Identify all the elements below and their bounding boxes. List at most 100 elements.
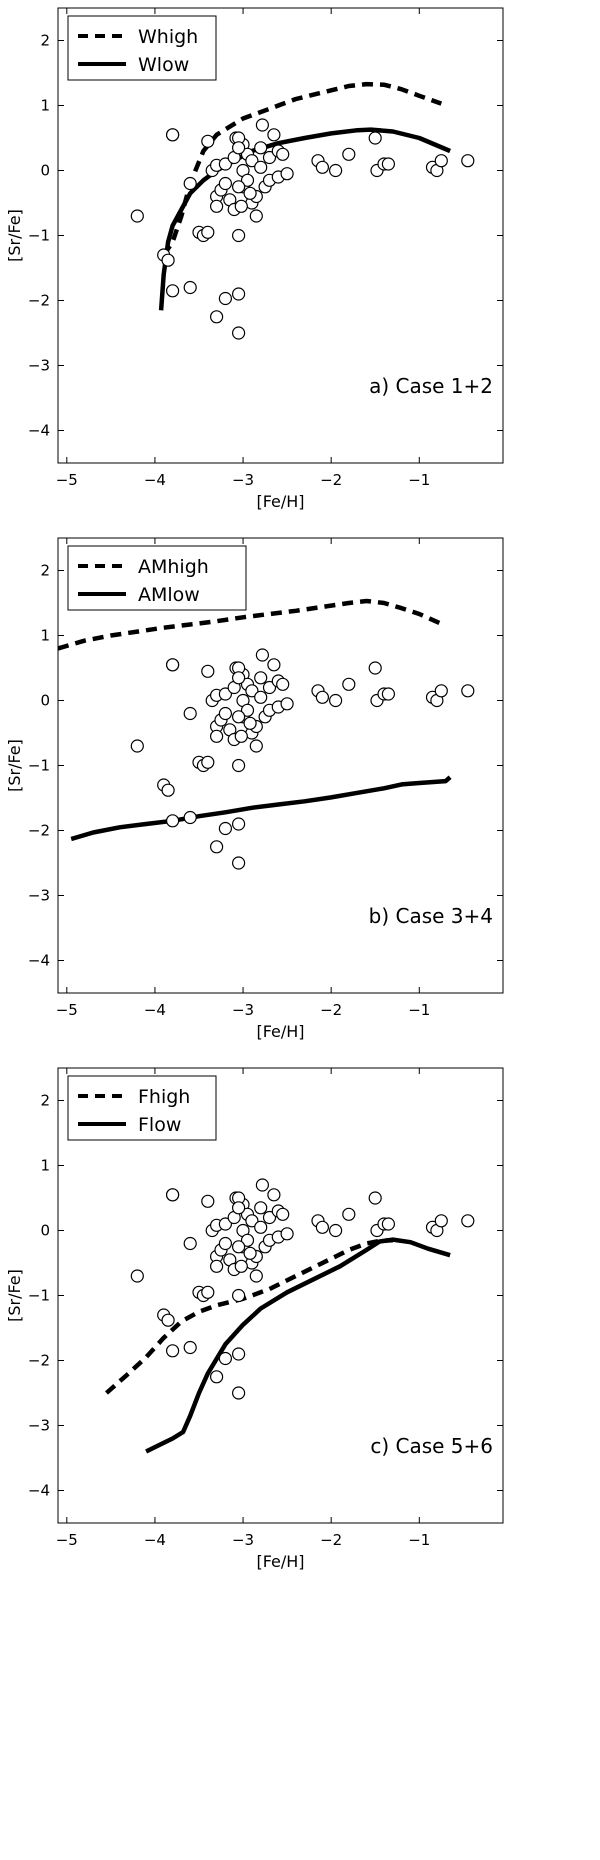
y-tick-label: 1	[40, 1157, 50, 1175]
data-point	[368, 131, 382, 145]
data-point	[240, 173, 255, 187]
data-point	[210, 729, 224, 743]
data-point	[183, 176, 197, 191]
data-point	[254, 1220, 268, 1234]
data-point	[201, 134, 215, 148]
series-line-AMlow	[70, 775, 452, 842]
data-point	[183, 810, 197, 825]
x-tick-label: −4	[144, 1531, 166, 1549]
data-point	[232, 1240, 246, 1254]
series-layer	[58, 598, 452, 842]
data-point	[262, 150, 277, 165]
data-point	[434, 154, 448, 168]
data-point	[232, 856, 246, 870]
data-point	[183, 1236, 197, 1251]
data-point	[161, 1313, 175, 1327]
y-tick-label: 2	[40, 562, 50, 580]
axis-ticks: −5 −4 −3 −2 −1 2 1 0 −1 −2 −3 −4	[28, 1068, 503, 1549]
data-point	[183, 280, 197, 295]
data-point	[267, 1188, 281, 1202]
data-point	[243, 1246, 257, 1260]
data-point	[218, 1236, 232, 1251]
data-point	[381, 687, 395, 701]
data-point	[232, 1386, 246, 1400]
series-line-Flow	[145, 1237, 451, 1454]
data-point	[234, 199, 248, 213]
data-point	[240, 1233, 255, 1247]
data-point	[232, 326, 246, 340]
y-tick-label: −3	[28, 1417, 50, 1435]
data-point	[218, 157, 232, 171]
data-point	[255, 1178, 269, 1192]
data-point	[329, 163, 343, 178]
data-point	[342, 677, 356, 691]
y-tick-label: −2	[28, 822, 50, 840]
legend-box	[67, 1075, 217, 1141]
y-tick-label: −1	[28, 1287, 50, 1305]
x-tick-label: −5	[56, 1531, 78, 1549]
x-tick-label: −2	[320, 471, 342, 489]
y-tick-label: −3	[28, 357, 50, 375]
y-tick-label: 2	[40, 32, 50, 50]
y-tick-label: −4	[28, 1482, 50, 1500]
data-point	[315, 690, 329, 704]
data-point	[254, 160, 268, 174]
data-point	[315, 160, 329, 174]
legend: AMhigh AMlow	[67, 545, 247, 611]
scatter-points	[130, 118, 475, 340]
data-point	[280, 1227, 294, 1241]
series-line-Wlow	[158, 127, 451, 311]
data-point	[130, 739, 144, 753]
data-point	[249, 1269, 263, 1283]
x-tick-label: −1	[408, 1531, 430, 1549]
data-point	[166, 284, 180, 298]
axis-ticks: −5 −4 −3 −2 −1 2 1 0 −1 −2 −3 −4	[28, 538, 503, 1019]
legend-box	[67, 545, 247, 611]
x-axis-label: [Fe/H]	[256, 492, 304, 511]
data-point	[232, 817, 246, 831]
legend-label-low: Wlow	[138, 54, 189, 76]
data-point	[232, 1288, 246, 1303]
data-point	[201, 225, 215, 239]
data-point	[166, 1344, 180, 1358]
data-point	[280, 697, 294, 711]
x-tick-label: −1	[408, 1001, 430, 1019]
data-point	[232, 671, 246, 685]
x-axis-label: [Fe/H]	[256, 1022, 304, 1041]
data-point	[240, 703, 255, 717]
data-point	[262, 680, 277, 695]
data-point	[166, 814, 180, 828]
data-point	[381, 1217, 395, 1231]
x-tick-label: −4	[144, 1001, 166, 1019]
data-point	[249, 739, 263, 753]
data-point	[218, 706, 232, 721]
data-point	[254, 690, 268, 704]
y-tick-label: 0	[40, 1222, 50, 1240]
y-axis-label: [Sr/Fe]	[5, 1269, 24, 1322]
series-layer	[158, 81, 451, 311]
x-tick-label: −2	[320, 1531, 342, 1549]
data-point	[254, 1201, 268, 1215]
data-point	[166, 658, 180, 672]
scatter-points	[130, 1178, 475, 1400]
series-line-AMhigh	[58, 598, 443, 651]
data-point	[262, 1210, 277, 1225]
data-point	[276, 1207, 290, 1221]
data-point	[267, 658, 281, 672]
data-point	[243, 716, 257, 730]
x-tick-label: −1	[408, 471, 430, 489]
data-point	[254, 141, 268, 155]
data-point	[210, 1259, 224, 1273]
data-point	[166, 128, 180, 142]
data-point	[342, 147, 356, 161]
y-tick-label: −1	[28, 227, 50, 245]
panel-a: −5 −4 −3 −2 −1 2 1 0 −1 −2 −3 −4 [Fe/H] [Sr/Fe] a) …	[5, 7, 504, 511]
data-point	[245, 154, 259, 168]
data-point	[267, 128, 281, 142]
legend-label-high: Fhigh	[138, 1086, 190, 1108]
x-tick-label: −2	[320, 1001, 342, 1019]
y-tick-label: −4	[28, 952, 50, 970]
data-point	[232, 180, 246, 194]
data-point	[243, 186, 257, 200]
data-point	[232, 287, 246, 301]
